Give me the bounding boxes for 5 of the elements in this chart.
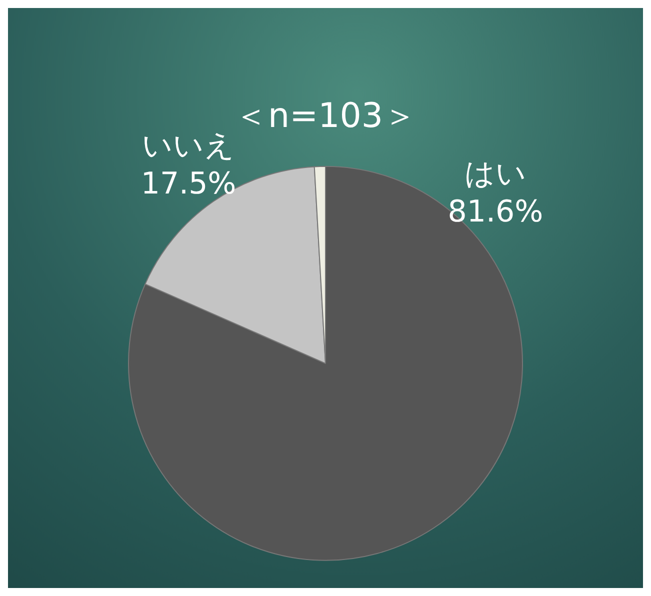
slice-label: いいえ (142, 128, 236, 164)
chart-title: ＜n=103＞ (234, 96, 417, 136)
data-label: 81.6% (448, 194, 544, 230)
data-label: 17.5% (140, 166, 236, 202)
slice-label: はい (464, 156, 526, 192)
